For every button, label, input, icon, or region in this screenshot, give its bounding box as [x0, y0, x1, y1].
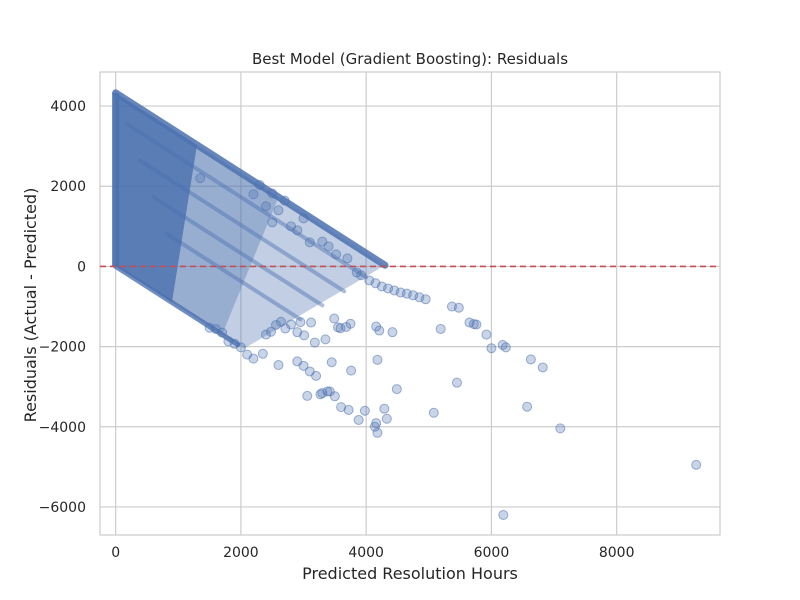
- scatter-point: [381, 413, 392, 424]
- scatter-point: [691, 459, 702, 470]
- x-tick-label: 0: [111, 545, 120, 561]
- scatter-point: [372, 427, 383, 438]
- band-outer: [172, 144, 385, 349]
- scatter-point: [195, 173, 206, 184]
- scatter-point: [223, 336, 234, 347]
- chart-title: Best Model (Gradient Boosting): Residual…: [252, 50, 568, 68]
- scatter-point: [331, 249, 342, 260]
- scatter-point: [257, 348, 268, 359]
- scatter-point: [453, 302, 464, 313]
- scatter-point: [298, 213, 309, 224]
- y-axis-label: Residuals (Actual - Predicted): [21, 188, 40, 423]
- band-core: [115, 92, 198, 303]
- x-tick-label: 2000: [223, 545, 259, 561]
- scatter-point: [353, 414, 364, 425]
- scatter-point: [371, 321, 382, 332]
- scatter-point: [292, 327, 303, 338]
- x-tick-label: 6000: [474, 545, 510, 561]
- scatter-point: [332, 322, 343, 333]
- scatter-point: [336, 402, 347, 413]
- scatter-point: [525, 354, 536, 365]
- scatter-point: [265, 326, 276, 337]
- scatter-point: [420, 294, 431, 305]
- scatter-point: [428, 407, 439, 418]
- band-streak: [151, 195, 325, 308]
- scatter-point: [555, 423, 566, 434]
- y-tick-label: −4000: [39, 420, 86, 436]
- scatter-point: [481, 329, 492, 340]
- scatter-point: [320, 334, 331, 345]
- scatter-point: [326, 357, 337, 368]
- scatter-point: [304, 366, 315, 377]
- scatter-point: [343, 404, 354, 415]
- scatter-point: [500, 342, 511, 353]
- band-mid: [172, 144, 279, 335]
- scatter-point: [391, 384, 402, 395]
- band-streak: [138, 158, 347, 294]
- scatter-point: [279, 195, 290, 206]
- scatter-point: [204, 322, 215, 333]
- scatter-point: [341, 321, 352, 332]
- scatter-point: [379, 403, 390, 414]
- scatter-point: [342, 253, 353, 264]
- band-streak: [124, 122, 369, 280]
- y-tick-label: 0: [77, 259, 86, 275]
- scatter-point: [273, 360, 284, 371]
- scatter-points: [195, 173, 702, 520]
- scatter-point: [270, 319, 281, 330]
- y-tick-label: −6000: [39, 500, 86, 516]
- y-tick-label: 2000: [50, 179, 86, 195]
- scatter-point: [359, 405, 370, 416]
- scatter-point: [306, 317, 317, 328]
- scatter-point: [304, 237, 315, 248]
- dense-residual-band: [112, 89, 389, 349]
- x-tick-labels: 0 2000 4000 6000 8000: [111, 545, 634, 561]
- y-tick-label: −2000: [39, 340, 86, 356]
- scatter-point: [498, 509, 509, 520]
- scatter-point: [435, 323, 446, 334]
- scatter-point: [356, 270, 367, 281]
- scatter-point: [329, 313, 340, 324]
- scatter-point: [267, 188, 278, 199]
- scatter-point: [387, 327, 398, 338]
- scatter-point: [248, 189, 259, 200]
- scatter-point: [486, 343, 497, 354]
- scatter-point: [292, 225, 303, 236]
- scatter-point: [451, 377, 462, 388]
- scatter-point: [522, 401, 533, 412]
- scatter-point: [260, 201, 271, 212]
- x-axis-label: Predicted Resolution Hours: [302, 564, 518, 583]
- scatter-point: [324, 386, 335, 397]
- y-tick-labels: −6000 −4000 −2000 0 2000 4000: [39, 99, 86, 516]
- scatter-point: [292, 356, 303, 367]
- band-streak: [164, 231, 303, 322]
- scatter-point: [302, 390, 313, 401]
- scatter-point: [309, 337, 320, 348]
- x-tick-label: 4000: [348, 545, 384, 561]
- scatter-point: [317, 388, 328, 399]
- scatter-point: [371, 418, 382, 429]
- band-upper-edge: [112, 89, 389, 269]
- scatter-point: [317, 236, 328, 247]
- scatter-point: [260, 329, 271, 340]
- scatter-point: [275, 316, 286, 327]
- scatter-point: [267, 217, 278, 228]
- x-tick-label: 8000: [599, 545, 635, 561]
- scatter-point: [346, 365, 357, 376]
- y-tick-label: 4000: [50, 99, 86, 115]
- scatter-point: [372, 354, 383, 365]
- scatter-point: [295, 317, 306, 328]
- scatter-point: [273, 205, 284, 216]
- scatter-point: [254, 180, 265, 191]
- scatter-point: [537, 362, 548, 373]
- scatter-point: [242, 349, 253, 360]
- scatter-point: [471, 319, 482, 330]
